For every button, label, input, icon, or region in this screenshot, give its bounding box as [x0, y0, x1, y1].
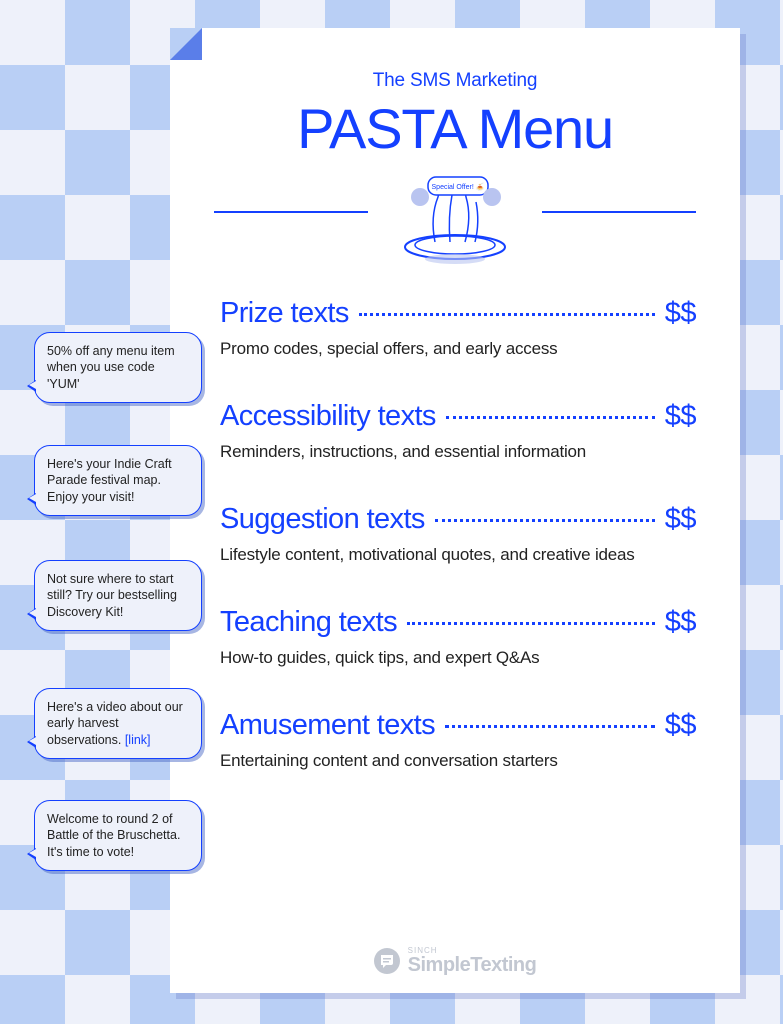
dotted-leader	[435, 519, 655, 522]
menu-item-teaching: Teaching texts $$ How-to guides, quick t…	[220, 606, 696, 669]
menu-items: Prize texts $$ Promo codes, special offe…	[170, 267, 740, 772]
sms-bubble-suggestion: Not sure where to start still? Try our b…	[34, 560, 202, 631]
bubble-tail-icon	[27, 493, 36, 505]
bubble-text: Welcome to round 2 of Battle of the Brus…	[47, 812, 180, 859]
footer-logo-row: SINCH SimpleTexting	[170, 947, 740, 975]
menu-header: The SMS Marketing PASTA Menu	[170, 28, 740, 167]
brand-icon	[374, 948, 400, 974]
item-description: How-to guides, quick tips, and expert Q&…	[220, 647, 650, 669]
dotted-leader	[446, 416, 655, 419]
bubble-text: Here's your Indie Craft Parade festival …	[47, 457, 172, 504]
bubble-tail-icon	[27, 380, 36, 392]
header-subtitle: The SMS Marketing	[170, 70, 740, 92]
item-title: Teaching texts	[220, 606, 397, 639]
item-title: Amusement texts	[220, 709, 435, 742]
illustration-row: Special Offer! 🍝	[170, 167, 740, 267]
bubble-tail-icon	[27, 608, 36, 620]
item-description: Promo codes, special offers, and early a…	[220, 338, 650, 360]
item-title: Suggestion texts	[220, 503, 425, 536]
item-description: Entertaining content and conversation st…	[220, 750, 650, 772]
dotted-leader	[407, 622, 655, 625]
page-fold-corner	[170, 28, 202, 60]
item-price: $$	[665, 709, 696, 742]
menu-item-suggestion: Suggestion texts $$ Lifestyle content, m…	[220, 503, 696, 566]
illustration-label: Special Offer! 🍝	[432, 182, 485, 191]
pasta-illustration: Special Offer! 🍝	[380, 167, 530, 267]
item-description: Lifestyle content, motivational quotes, …	[220, 544, 650, 566]
item-price: $$	[665, 400, 696, 433]
bubble-link: [link]	[125, 733, 151, 747]
bubble-tail-icon	[27, 848, 36, 860]
item-price: $$	[665, 606, 696, 639]
item-title: Prize texts	[220, 297, 349, 330]
bubble-text: 50% off any menu item when you use code …	[47, 344, 175, 391]
header-title: PASTA Menu	[170, 96, 740, 161]
item-title: Accessibility texts	[220, 400, 436, 433]
sms-bubble-teaching: Here's a video about our early harvest o…	[34, 688, 202, 759]
item-description: Reminders, instructions, and essential i…	[220, 441, 650, 463]
item-price: $$	[665, 297, 696, 330]
sms-bubble-amusement: Welcome to round 2 of Battle of the Brus…	[34, 800, 202, 871]
menu-item-prize: Prize texts $$ Promo codes, special offe…	[220, 297, 696, 360]
divider-right	[542, 211, 696, 213]
dotted-leader	[359, 313, 655, 316]
menu-item-amusement: Amusement texts $$ Entertaining content …	[220, 709, 696, 772]
bubble-text: Not sure where to start still? Try our b…	[47, 572, 177, 619]
sms-bubble-prize: 50% off any menu item when you use code …	[34, 332, 202, 403]
bubble-tail-icon	[27, 736, 36, 748]
footer-text: SINCH SimpleTexting	[408, 947, 537, 975]
dotted-leader	[445, 725, 655, 728]
item-price: $$	[665, 503, 696, 536]
menu-item-accessibility: Accessibility texts $$ Reminders, instru…	[220, 400, 696, 463]
bubble-text: Here's a video about our early harvest o…	[47, 700, 183, 747]
sms-bubble-accessibility: Here's your Indie Craft Parade festival …	[34, 445, 202, 516]
footer-brand: SimpleTexting	[408, 955, 537, 975]
menu-page: The SMS Marketing PASTA Menu Special Off…	[170, 28, 740, 993]
divider-left	[214, 211, 368, 213]
